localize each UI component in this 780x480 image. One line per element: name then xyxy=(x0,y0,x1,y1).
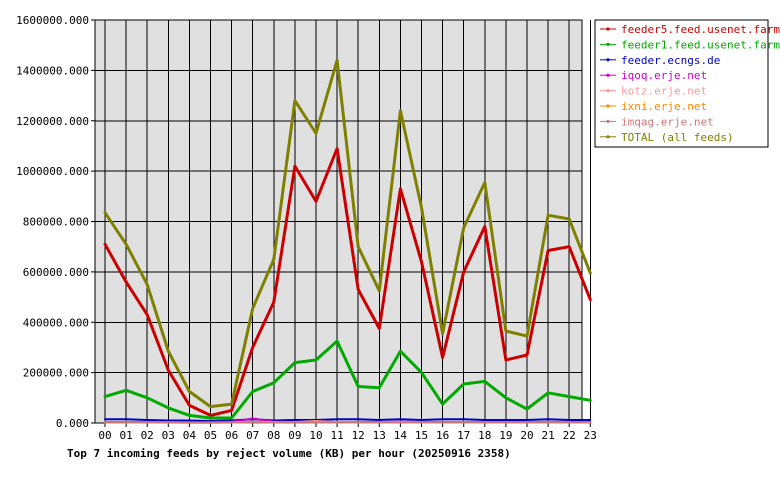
y-tick-label: 400000.000 xyxy=(23,316,89,329)
x-tick-label: 13 xyxy=(373,429,386,442)
x-tick-label: 02 xyxy=(141,429,154,442)
x-tick-label: 00 xyxy=(98,429,111,442)
legend-label: imqag.erje.net xyxy=(621,115,714,128)
series-line xyxy=(104,421,592,424)
y-tick-label: 200000.000 xyxy=(23,367,89,380)
legend: feeder5.feed.usenet.farm feeder1.feed.use… xyxy=(594,19,780,148)
legend-box xyxy=(594,19,769,148)
x-tick-label: 19 xyxy=(499,429,512,442)
axes: 0.000 200000.000 400000.000 600000.000 80000… xyxy=(16,14,597,442)
y-tick-label: 800000.000 xyxy=(23,216,89,229)
x-tick-label: 05 xyxy=(204,429,217,442)
x-tick-label: 14 xyxy=(394,429,408,442)
x-tick-label: 17 xyxy=(457,429,470,442)
legend-label: feeder1.feed.usenet.farm xyxy=(621,38,780,51)
x-tick-label: 10 xyxy=(309,429,322,442)
x-tick-label: 16 xyxy=(436,429,449,442)
legend-marker xyxy=(606,104,610,108)
legend-marker xyxy=(606,89,610,93)
y-tick-label: 0.000 xyxy=(56,417,89,430)
legend-marker xyxy=(606,58,610,62)
x-tick-label: 01 xyxy=(119,429,132,442)
x-tick-label: 08 xyxy=(267,429,280,442)
legend-label: TOTAL (all feeds) xyxy=(621,131,734,144)
x-tick-label: 03 xyxy=(162,429,175,442)
series-line xyxy=(104,418,592,422)
y-tick-label: 1200000.000 xyxy=(16,115,89,128)
y-tick-label: 1400000.000 xyxy=(16,64,89,77)
x-tick-label: 23 xyxy=(584,429,597,442)
legend-label: feeder5.feed.usenet.farm xyxy=(621,23,780,36)
x-tick-label: 18 xyxy=(478,429,491,442)
x-tick-label: 04 xyxy=(183,429,197,442)
legend-marker xyxy=(606,42,610,47)
x-tick-label: 21 xyxy=(541,429,554,442)
legend-label: feeder.ecngs.de xyxy=(621,54,720,67)
x-tick-label: 20 xyxy=(520,429,533,442)
legend-marker xyxy=(606,119,610,123)
legend-marker xyxy=(606,73,610,77)
legend-marker xyxy=(606,27,610,31)
y-tick-label: 1600000.000 xyxy=(16,14,89,27)
legend-label: kotz.erje.net xyxy=(621,85,707,98)
legend-label: iqoq.erje.net xyxy=(621,69,707,82)
x-tick-label: 12 xyxy=(352,429,365,442)
x-tick-label: 06 xyxy=(225,429,238,442)
series-line xyxy=(103,339,592,420)
legend-marker xyxy=(606,135,610,139)
x-tick-label: 07 xyxy=(246,429,259,442)
series-line xyxy=(103,58,592,409)
series-lines xyxy=(103,58,592,424)
x-tick-label: 09 xyxy=(288,429,301,442)
legend-label: ixni.erje.net xyxy=(621,100,707,113)
y-tick-label: 600000.000 xyxy=(23,266,89,279)
y-tick-label: 1000000.000 xyxy=(16,165,89,178)
x-tick-label: 11 xyxy=(330,429,343,442)
chart-title: Top 7 incoming feeds by reject volume (K… xyxy=(67,447,511,460)
x-tick-label: 15 xyxy=(415,429,428,442)
x-tick-label: 22 xyxy=(563,429,576,442)
series-line xyxy=(103,147,592,417)
